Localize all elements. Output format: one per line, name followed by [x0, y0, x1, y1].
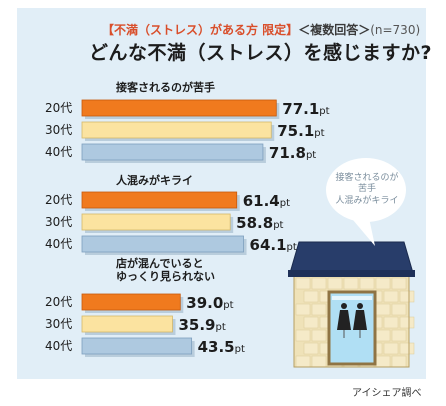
- store-brick: [383, 290, 399, 303]
- store-brick: [383, 316, 399, 329]
- age-label: 20代: [45, 101, 72, 115]
- bar-value-label: 77.1pt: [282, 100, 329, 118]
- store-brick: [375, 355, 391, 368]
- age-label: 20代: [45, 295, 72, 309]
- bar-30代: [81, 213, 231, 231]
- store-brick: [391, 277, 407, 290]
- bar-value-label: 64.1pt: [250, 236, 297, 254]
- age-label: 20代: [45, 193, 72, 207]
- store-brick: [375, 303, 391, 316]
- store-brick: [343, 277, 359, 290]
- age-label: 40代: [45, 145, 72, 159]
- mannequin-head: [341, 303, 347, 309]
- speech-bubble: [326, 158, 406, 222]
- store-brick: [311, 303, 327, 316]
- bar-value-label: 71.8pt: [269, 144, 316, 162]
- chart-title: どんな不満（ストレス）を感じますか?: [89, 42, 433, 64]
- bar-40代: [81, 143, 264, 161]
- bar-20代: [81, 293, 181, 311]
- group-title: 人混みがキライ: [116, 173, 193, 187]
- age-label: 30代: [45, 123, 72, 137]
- store-brick: [303, 290, 319, 303]
- store-awning-edge: [288, 270, 415, 277]
- mannequin-dress: [337, 310, 351, 330]
- store-brick: [311, 355, 327, 368]
- store-brick: [295, 277, 311, 290]
- age-label: 40代: [45, 339, 72, 353]
- store-brick: [375, 329, 391, 342]
- bar-40代: [81, 337, 193, 355]
- bar-value-label: 58.8pt: [236, 214, 283, 232]
- speech-bubble-line3: 人混みがキライ: [335, 194, 398, 206]
- bar-value-label: 75.1pt: [277, 122, 324, 140]
- store-brick: [295, 303, 311, 316]
- bar-value-label: 39.0pt: [186, 294, 233, 312]
- store-brick: [295, 329, 311, 342]
- age-label: 40代: [45, 237, 72, 251]
- store-brick: [311, 329, 327, 342]
- age-label: 30代: [45, 317, 72, 331]
- group-title: 接客されるのが苦手: [116, 80, 215, 94]
- store-brick: [399, 342, 415, 355]
- store-brick: [311, 277, 327, 290]
- bar-20代: [81, 191, 238, 209]
- store-brick: [327, 277, 343, 290]
- subtitle-tag: 【不満（ストレス）がある方 限定】: [102, 23, 299, 37]
- bar-value-label: 35.9pt: [178, 316, 225, 334]
- bar-40代: [81, 235, 244, 253]
- store-brick: [391, 355, 407, 368]
- subtitle-n: (n=730): [370, 23, 421, 37]
- store-brick: [359, 277, 375, 290]
- store-awning: [289, 241, 414, 274]
- store-brick: [295, 355, 311, 368]
- group-title: ゆっくり見られない: [116, 270, 215, 283]
- store-brick: [391, 303, 407, 316]
- source-credit: アイシェア調べ: [352, 388, 422, 399]
- store-brick: [303, 316, 319, 329]
- store-brick: [303, 342, 319, 355]
- store-brick: [399, 290, 415, 303]
- store-brick: [383, 342, 399, 355]
- subtitle-multi: ＜複数回答＞: [298, 23, 371, 37]
- store-window: [327, 290, 377, 366]
- store-brick: [391, 329, 407, 342]
- bar-value-label: 43.5pt: [198, 338, 245, 356]
- speech-bubble-line1: 接客されるのが: [335, 171, 398, 183]
- store-brick: [375, 277, 391, 290]
- group-title: 店が混んでいると: [116, 256, 203, 270]
- speech-bubble-tail: [353, 218, 375, 246]
- store-brick: [399, 316, 415, 329]
- bar-30代: [81, 121, 272, 139]
- speech-bubble-line2: 苦手: [358, 182, 376, 194]
- bar-value-label: 61.4pt: [243, 192, 290, 210]
- mannequin-head: [357, 303, 363, 309]
- chart-panel: 【不満（ストレス）がある方 限定】＜複数回答＞(n=730) どんな不満（ストレ…: [17, 8, 432, 379]
- bar-30代: [81, 315, 173, 333]
- age-label: 30代: [45, 215, 72, 229]
- chart-subtitle: 【不満（ストレス）がある方 限定】＜複数回答＞(n=730): [102, 21, 420, 38]
- mannequin-dress: [353, 310, 367, 330]
- store-window-shine: [332, 296, 372, 300]
- bar-20代: [81, 99, 277, 117]
